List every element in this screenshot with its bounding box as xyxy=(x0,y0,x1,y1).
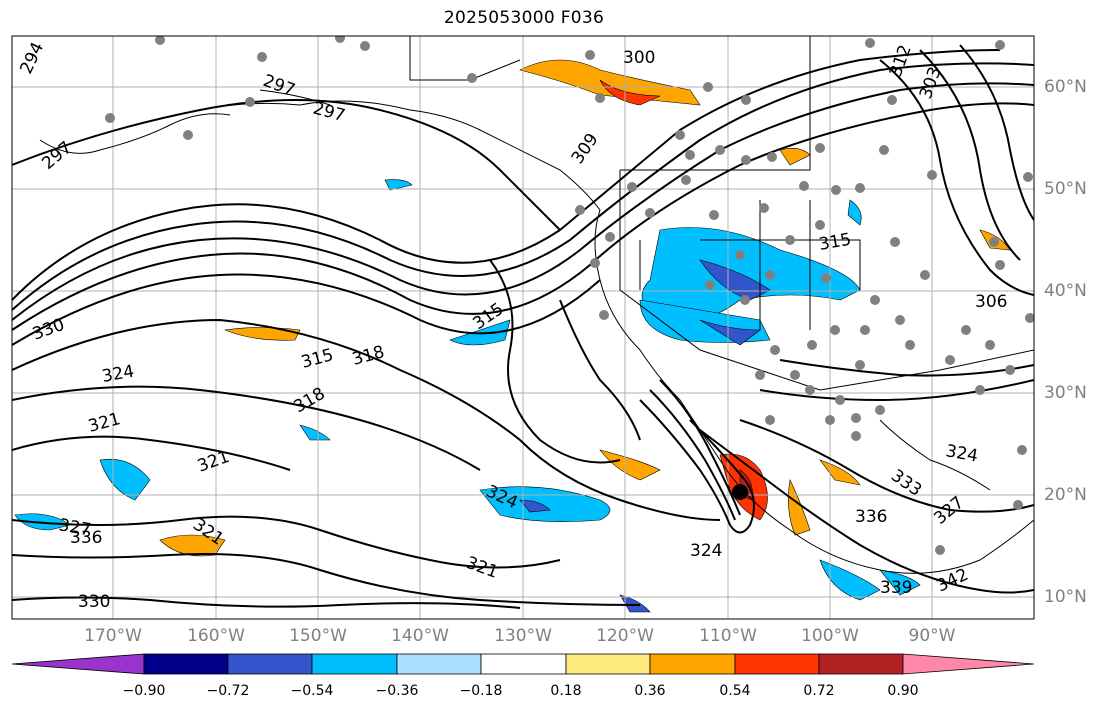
lon-label-100w: 100°W xyxy=(801,626,859,646)
contour-label: 306 xyxy=(975,292,1007,312)
colorbar-segment xyxy=(734,653,820,675)
lon-label-150w: 150°W xyxy=(289,626,347,646)
colorbar-tick-label: −0.90 xyxy=(122,683,166,699)
colorbar-tick-label: −0.54 xyxy=(290,683,334,699)
lat-label-20n: 20°N xyxy=(1044,485,1087,505)
colorbar xyxy=(11,653,1035,675)
colorbar-tick-label: 0.18 xyxy=(550,683,582,699)
lon-label-110w: 110°W xyxy=(699,626,757,646)
lat-label-60n: 60°N xyxy=(1044,77,1087,97)
colorbar-segment xyxy=(649,653,736,675)
lat-label-30n: 30°N xyxy=(1044,383,1087,403)
colorbar-segment xyxy=(565,653,651,675)
colorbar-tick-label: −0.72 xyxy=(206,683,250,699)
colorbar-tick-label: 0.54 xyxy=(719,683,751,699)
colorbar-segment xyxy=(396,653,482,675)
colorbar-segment xyxy=(818,653,904,675)
colorbar-tick-label: 0.72 xyxy=(803,683,835,699)
lon-label-140w: 140°W xyxy=(391,626,449,646)
colorbar-segment xyxy=(311,653,398,675)
map-title: 2025053000 F036 xyxy=(443,8,605,28)
colorbar-segment xyxy=(143,653,229,675)
plot-frame xyxy=(11,35,1035,620)
colorbar-segment xyxy=(902,653,1035,675)
contour-label: 330 xyxy=(78,592,110,612)
colorbar-tick-label: 0.90 xyxy=(887,683,919,699)
contour-label: 324 xyxy=(690,541,722,561)
colorbar-tick-label: 0.36 xyxy=(634,683,666,699)
colorbar-segment xyxy=(11,653,145,675)
contour-label: 339 xyxy=(880,578,912,598)
contour-label: 300 xyxy=(623,48,655,68)
station-markers xyxy=(105,36,1034,555)
storm-center-marker xyxy=(732,484,748,500)
colorbar-segment xyxy=(227,653,313,675)
lat-label-40n: 40°N xyxy=(1044,281,1087,301)
isentropic-contours xyxy=(12,44,1034,609)
lon-label-130w: 130°W xyxy=(494,626,552,646)
lat-label-10n: 10°N xyxy=(1044,587,1087,607)
lon-label-160w: 160°W xyxy=(187,626,245,646)
lon-label-170w: 170°W xyxy=(84,626,142,646)
coastlines xyxy=(39,36,1034,574)
contour-label: 336 xyxy=(70,528,102,548)
lat-label-50n: 50°N xyxy=(1044,179,1087,199)
contour-label-layer: 294 297 297 297 300 303 306 309 312 315 … xyxy=(16,39,1007,612)
colorbar-tick-label: −0.18 xyxy=(459,683,503,699)
contour-label: 336 xyxy=(855,507,887,527)
colorbar-segment xyxy=(480,653,567,675)
colorbar-tick-label: −0.36 xyxy=(375,683,419,699)
lon-label-90w: 90°W xyxy=(908,626,956,646)
lon-label-120w: 120°W xyxy=(596,626,654,646)
